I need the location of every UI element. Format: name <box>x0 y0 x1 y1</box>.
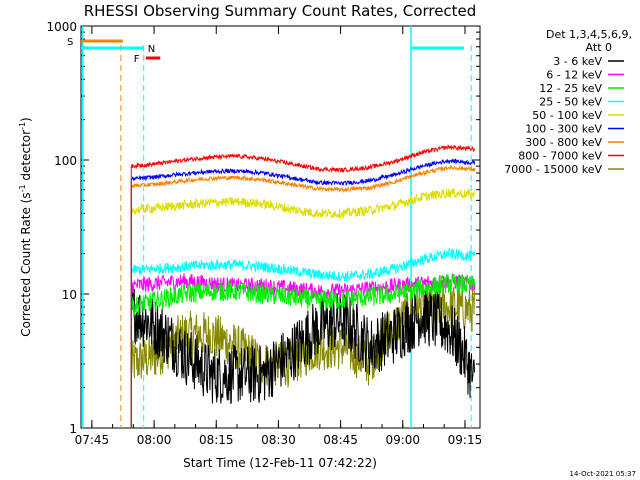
axis-ticks: 07:45 08:00 08:15 08:30 08:45 09:00 09:15 1 10 10… <box>46 20 482 447</box>
y-tick-label: 100 <box>54 154 77 168</box>
y-tick-label: 1 <box>69 422 77 436</box>
x-tick-label: 08:15 <box>199 433 234 447</box>
timestamp: 14-Oct-2021 05:37 <box>570 470 636 478</box>
data-series <box>130 144 476 428</box>
legend-label: 50 - 100 keV <box>532 109 602 122</box>
plot-frame <box>80 25 481 429</box>
legend-label: 7000 - 15000 keV <box>504 163 602 176</box>
legend-label: 100 - 300 keV <box>525 123 602 136</box>
legend-header: Det 1,3,4,5,6,9, <box>546 28 632 41</box>
night-flag-label: N <box>148 44 155 55</box>
y-tick-label: 10 <box>62 288 77 302</box>
x-tick-label: 07:45 <box>75 433 110 447</box>
chart-title: RHESSI Observing Summary Count Rates, Co… <box>84 2 477 20</box>
legend-label: 6 - 12 keV <box>546 69 602 82</box>
series-line-0 <box>130 287 476 405</box>
y-tick-label: 1000 <box>46 20 77 34</box>
legend-label: 3 - 6 keV <box>553 55 602 68</box>
series-line-4 <box>131 188 476 220</box>
x-tick-label: 08:45 <box>323 433 358 447</box>
saa-flag-label: S <box>67 37 73 48</box>
series-line-7 <box>130 144 476 174</box>
series-line-3 <box>130 247 476 282</box>
x-tick-label: 09:00 <box>385 433 420 447</box>
status-flags: S NF <box>67 26 472 428</box>
x-tick-label: 08:30 <box>261 433 296 447</box>
legend-label: 25 - 50 keV <box>539 96 602 109</box>
legend-label: 800 - 7000 keV <box>518 150 602 163</box>
legend-label: 12 - 25 keV <box>539 82 602 95</box>
x-tick-label: 08:00 <box>137 433 172 447</box>
x-tick-label: 09:15 <box>448 433 483 447</box>
series-line-2 <box>130 273 476 318</box>
legend-label: 300 - 800 keV <box>525 136 602 149</box>
flare-flag-label: F <box>134 54 140 65</box>
y-axis-label: Corrected Count Rate (s-1 detector-1) <box>18 117 33 336</box>
series-line-6 <box>130 164 476 194</box>
x-axis-label: Start Time (12-Feb-11 07:42:22) <box>183 456 377 470</box>
legend-header-att: Att 0 <box>586 41 612 54</box>
series-line-5 <box>131 158 476 187</box>
